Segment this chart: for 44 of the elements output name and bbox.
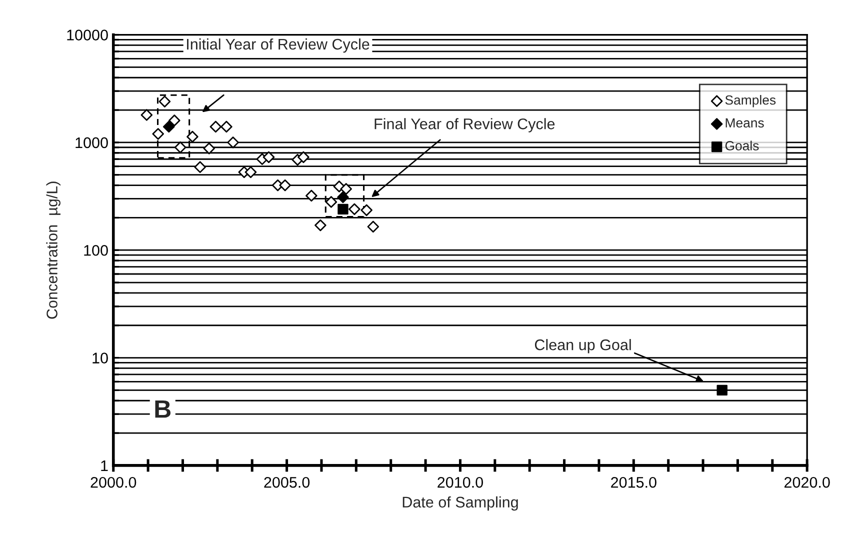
x-axis-title: Date of Sampling [402, 496, 518, 511]
annotation: Clean up Goal [534, 339, 631, 354]
annotation: Final Year of Review Cycle [374, 118, 555, 132]
x-tick-label: 2020.0 [784, 476, 830, 488]
annotation: Initial Year of Review Cycle [187, 38, 370, 53]
point [325, 196, 338, 208]
point [203, 142, 215, 154]
point [168, 114, 180, 126]
point [360, 204, 372, 216]
point [367, 220, 380, 233]
point [298, 151, 310, 164]
y-axis-title: Concentration µg/L) [46, 182, 60, 319]
point [340, 183, 352, 195]
x-tick-label: 2015.0 [611, 476, 656, 488]
point [152, 128, 164, 140]
point [244, 166, 257, 178]
point [194, 161, 206, 174]
x-tick-label: 2005.0 [264, 476, 310, 488]
point [220, 120, 232, 133]
legend-label: Means [726, 118, 764, 128]
y-tick-label: 1000 [76, 137, 108, 148]
point [140, 109, 153, 121]
point [186, 130, 198, 143]
x-tick-label: 2000.0 [90, 476, 136, 488]
legend-label: Samples [725, 94, 776, 108]
point [174, 141, 186, 154]
point [279, 179, 291, 192]
point [262, 151, 275, 164]
y-tick-label: 10000 [67, 30, 108, 40]
point [306, 190, 318, 202]
y-tick-label: 1 [101, 460, 108, 471]
point [314, 219, 326, 232]
legend-label: Goals [725, 140, 759, 150]
point [162, 120, 175, 133]
point [338, 204, 348, 215]
annotation: B [155, 400, 171, 418]
point [227, 136, 239, 148]
y-tick-label: 100 [84, 244, 108, 256]
y-tick-label: 10 [92, 352, 108, 364]
point [158, 96, 171, 108]
point [210, 120, 222, 133]
x-tick-label: 2010.0 [438, 476, 483, 488]
point [716, 384, 728, 396]
point [348, 203, 360, 216]
